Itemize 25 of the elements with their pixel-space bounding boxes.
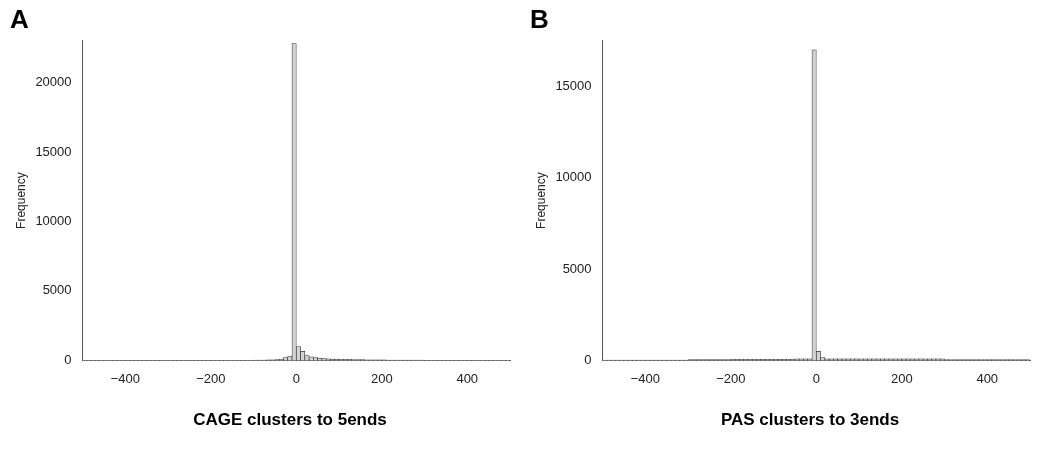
y-tick-label: 0 <box>64 351 72 367</box>
x-tick-label: 0 <box>292 370 300 386</box>
x-tick-label: 200 <box>370 370 393 386</box>
y-tick-label: 5000 <box>562 260 592 276</box>
x-tick-label: −200 <box>196 370 226 386</box>
y-axis-title: Frequency <box>533 172 548 229</box>
y-tick-label: 10000 <box>555 169 592 185</box>
x-tick-label: −400 <box>630 370 660 386</box>
y-tick-label: 5000 <box>42 282 72 298</box>
x-axis-title: CAGE clusters to 5ends <box>192 410 388 430</box>
x-tick-label: 400 <box>456 370 479 386</box>
x-tick-label: 400 <box>976 370 999 386</box>
x-tick-label: 200 <box>890 370 913 386</box>
y-tick-label: 20000 <box>35 74 72 90</box>
x-axis-title: PAS clusters to 3ends <box>719 410 901 430</box>
text: B <box>530 4 549 35</box>
y-axis-title: Frequency <box>13 172 28 229</box>
x-tick-label: −400 <box>110 370 140 386</box>
y-tick-label: 0 <box>584 351 592 367</box>
y-tick-label: 15000 <box>555 78 592 94</box>
x-tick-label: −200 <box>716 370 746 386</box>
y-tick-label: 15000 <box>35 143 72 159</box>
x-tick-label: 0 <box>812 370 820 386</box>
y-tick-label: 10000 <box>35 213 72 229</box>
text: A <box>10 4 29 35</box>
